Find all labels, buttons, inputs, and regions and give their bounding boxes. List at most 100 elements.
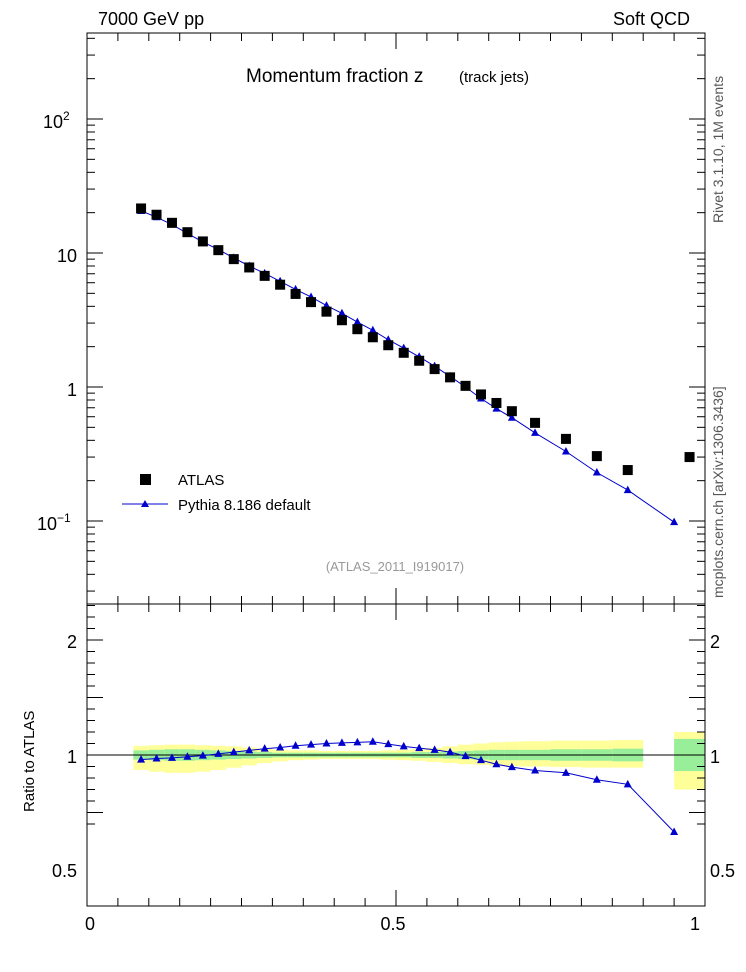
atlas-point-main — [429, 364, 440, 375]
atlas-point-main — [290, 288, 301, 299]
atlas-point-main — [684, 452, 695, 463]
atlas-series-main — [136, 203, 695, 476]
pythia-point-ratio — [291, 741, 300, 749]
ratio-panel: 2 1 0.5 2 1 0.5 Ratio to ATLAS 0 0.5 1 — [21, 603, 735, 934]
pythia-point-ratio — [384, 739, 393, 748]
atlas-point-main — [259, 270, 270, 281]
pythia-point-ratio — [531, 766, 540, 774]
legend-pythia-marker — [141, 500, 149, 507]
rivet-version-label: Rivet 3.1.10, 1M events — [710, 76, 726, 223]
legend: ATLAS Pythia 8.186 default — [122, 472, 311, 514]
atlas-point-main — [383, 340, 394, 351]
atlas-point-main — [336, 315, 347, 326]
ratio-y-tick-1-left: 1 — [67, 747, 77, 767]
main-ticks — [86, 33, 706, 604]
x-tick-label-0.5: 0.5 — [380, 914, 405, 934]
atlas-point-main — [182, 227, 193, 238]
atlas-point-main — [414, 355, 425, 366]
pythia-point-main — [592, 468, 601, 476]
y-tick-label-100: 102 — [43, 109, 70, 132]
ratio-y-tick-2-left: 2 — [67, 632, 77, 652]
header-right: Soft QCD — [613, 9, 690, 29]
ratio-y-tick-2-right: 2 — [710, 632, 720, 652]
pythia-series-ratio — [137, 737, 679, 836]
atlas-point-main — [136, 203, 147, 214]
ratio-y-axis-label: Ratio to ATLAS — [21, 711, 38, 812]
pythia-line-ratio — [141, 741, 675, 833]
pythia-point-ratio — [368, 737, 377, 745]
pythia-point-ratio — [492, 759, 501, 768]
atlas-point-main — [622, 465, 633, 476]
pythia-point-main — [353, 317, 362, 326]
atlas-point-main — [475, 389, 486, 400]
main-title: Momentum fraction z — [246, 66, 423, 87]
y-tick-label-1: 1 — [67, 380, 77, 400]
pythia-point-ratio — [276, 743, 285, 751]
atlas-point-main — [460, 380, 471, 391]
ratio-y-tick-0.5-right: 0.5 — [710, 861, 735, 881]
source-label: mcplots.cern.ch [arXiv:1306.3436] — [710, 386, 726, 598]
ratio-frame — [86, 603, 706, 907]
atlas-point-main — [367, 332, 378, 343]
pythia-point-main — [507, 413, 516, 421]
x-tick-label-1: 1 — [690, 914, 700, 934]
pythia-point-ratio — [214, 749, 223, 757]
pythia-point-ratio — [446, 747, 455, 756]
pythia-point-ratio — [415, 743, 424, 752]
y-tick-label-10: 10 — [57, 246, 77, 266]
pythia-point-main — [531, 428, 540, 436]
ratio-y-tick-0.5-left: 0.5 — [52, 861, 77, 881]
atlas-point-main — [398, 347, 409, 358]
main-panel: Momentum fraction z (track jets) (ATLAS_… — [37, 32, 706, 605]
atlas-point-main — [228, 254, 239, 265]
ratio-pythia-clipped — [137, 737, 679, 836]
legend-atlas-marker — [140, 474, 151, 485]
pythia-point-ratio — [198, 751, 207, 759]
atlas-point-main — [530, 417, 541, 428]
pythia-point-ratio — [592, 775, 601, 783]
pythia-point-main — [670, 517, 679, 526]
pythia-point-ratio — [561, 768, 570, 776]
atlas-point-main — [491, 397, 502, 408]
atlas-point-main — [244, 262, 255, 273]
atlas-point-main — [306, 297, 317, 308]
header-left: 7000 GeV pp — [98, 9, 204, 29]
legend-pythia-label: Pythia 8.186 default — [178, 497, 311, 514]
pythia-point-ratio — [353, 737, 362, 746]
atlas-point-main — [197, 236, 208, 247]
atlas-point-main — [591, 451, 602, 462]
atlas-point-main — [213, 245, 224, 256]
atlas-point-main — [275, 279, 286, 290]
atlas-point-main — [445, 372, 456, 383]
atlas-point-main — [352, 324, 363, 335]
pythia-point-ratio — [260, 744, 269, 752]
atlas-point-main — [506, 406, 517, 417]
pythia-point-main — [623, 485, 632, 494]
x-tick-label-0: 0 — [85, 914, 95, 934]
pythia-point-ratio — [322, 739, 331, 747]
pythia-point-main — [337, 308, 346, 317]
atlas-point-main — [321, 306, 332, 317]
pythia-point-main — [368, 325, 377, 334]
pythia-point-ratio — [183, 752, 192, 760]
atlas-point-main — [560, 433, 571, 444]
pythia-point-ratio — [507, 762, 516, 771]
pythia-point-ratio — [623, 779, 632, 788]
pythia-point-ratio — [229, 747, 238, 756]
main-subtitle: (track jets) — [459, 69, 529, 86]
analysis-watermark: (ATLAS_2011_I919017) — [326, 559, 464, 574]
pythia-point-ratio — [461, 751, 470, 760]
ratio-y-tick-1-right: 1 — [710, 747, 720, 767]
pythia-point-ratio — [337, 738, 346, 746]
pythia-point-ratio — [245, 745, 254, 754]
y-tick-label-0.1: 10−1 — [37, 511, 71, 534]
ratio-bands — [133, 732, 705, 790]
pythia-point-ratio — [167, 753, 176, 761]
pythia-point-ratio — [476, 755, 485, 764]
pythia-point-ratio — [399, 741, 408, 750]
main-frame — [86, 32, 706, 605]
pythia-point-ratio — [670, 827, 679, 836]
pythia-point-ratio — [137, 755, 146, 763]
pythia-point-main — [561, 447, 570, 455]
